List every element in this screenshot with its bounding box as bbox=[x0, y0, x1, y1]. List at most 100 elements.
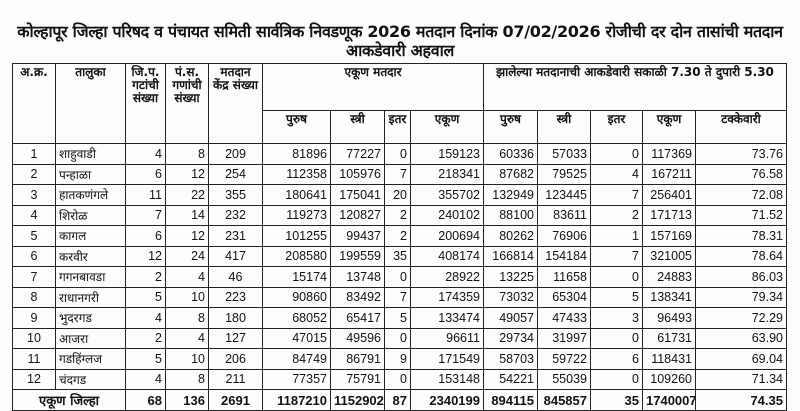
cell-total-voters: 96611 bbox=[410, 327, 484, 349]
cell-male-voters: 81896 bbox=[262, 143, 331, 165]
cell-polled-total: 117369 bbox=[642, 143, 696, 165]
cell-zp-count: 7 bbox=[125, 204, 166, 226]
cell-polled-male: 29734 bbox=[483, 327, 538, 349]
cell-polled-total: 24883 bbox=[642, 266, 696, 288]
cell-female-voters: 120827 bbox=[330, 204, 385, 226]
cell-polled-other: 6 bbox=[590, 348, 643, 370]
cell-polled-male: 87682 bbox=[483, 163, 538, 185]
cell-booth-count: 206 bbox=[208, 348, 263, 370]
cell-polled-percent: 69.04 bbox=[695, 348, 787, 370]
table-row: 6 करवीर 12 24 417 208580 199559 35 408174 166814 1… bbox=[12, 245, 787, 267]
cell-other-voters: 5 bbox=[384, 307, 411, 329]
cell-polled-male: 88100 bbox=[483, 204, 538, 226]
cell-polled-other: 1 bbox=[590, 225, 643, 247]
cell-polled-percent: 76.58 bbox=[695, 163, 787, 185]
header-zp: जि.प. गटांची संख्या bbox=[125, 63, 166, 144]
cell-female-voters: 83492 bbox=[330, 286, 385, 308]
cell-polled-male: 132949 bbox=[483, 184, 538, 206]
cell-polled-male: 49057 bbox=[483, 307, 538, 329]
header-total-voters: एकूण मतदार bbox=[262, 63, 484, 111]
cell-polled-male: 166814 bbox=[483, 245, 538, 267]
cell-zp-count: 4 bbox=[125, 307, 166, 329]
cell-total-voters: 171549 bbox=[410, 348, 484, 370]
cell-total-voters: 28922 bbox=[410, 266, 484, 288]
header-male: पुरुष bbox=[262, 110, 331, 144]
table-row: 9 भुदरगड 4 8 180 68052 65417 5 133474 49057 47433 3… bbox=[12, 307, 787, 329]
cell-ps-count: 8 bbox=[165, 368, 209, 390]
cell-polled-female: 31997 bbox=[537, 327, 591, 349]
cell-sr: 11 bbox=[12, 348, 56, 370]
total-booth-count: 2691 bbox=[208, 389, 263, 411]
cell-taluka: भुदरगड bbox=[55, 307, 126, 329]
cell-ps-count: 12 bbox=[165, 163, 209, 185]
total-polled-total: 1740007 bbox=[642, 389, 696, 411]
cell-taluka: चंदगड bbox=[55, 368, 126, 390]
cell-ps-count: 8 bbox=[165, 143, 209, 165]
cell-polled-other: 3 bbox=[590, 307, 643, 329]
cell-male-voters: 119273 bbox=[262, 204, 331, 226]
cell-booth-count: 232 bbox=[208, 204, 263, 226]
cell-polled-percent: 72.29 bbox=[695, 307, 787, 329]
table-row: 4 शिरोळ 7 14 232 119273 120827 2 240102 88100 8361… bbox=[12, 204, 787, 226]
cell-booth-count: 209 bbox=[208, 143, 263, 165]
cell-polled-total: 118431 bbox=[642, 348, 696, 370]
cell-total-voters: 133474 bbox=[410, 307, 484, 329]
report-title: कोल्हापूर जिल्हा परिषद व पंचायत समिती सा… bbox=[17, 22, 783, 60]
cell-taluka: कागल bbox=[55, 225, 126, 247]
cell-polled-female: 55039 bbox=[537, 368, 591, 390]
total-label: एकूण जिल्हा bbox=[12, 389, 126, 411]
cell-polled-total: 321005 bbox=[642, 245, 696, 267]
cell-total-voters: 218341 bbox=[410, 163, 484, 185]
cell-total-voters: 159123 bbox=[410, 143, 484, 165]
cell-polled-other: 5 bbox=[590, 286, 643, 308]
header-polled-female: स्त्री bbox=[537, 110, 591, 144]
total-polled-percent: 74.35 bbox=[695, 389, 787, 411]
cell-polled-total: 256401 bbox=[642, 184, 696, 206]
cell-other-voters: 0 bbox=[384, 368, 411, 390]
table-row: 11 गडहिंग्लज 5 10 206 84749 86791 9 171549 58703 5… bbox=[12, 348, 787, 370]
cell-ps-count: 8 bbox=[165, 307, 209, 329]
table-row: 8 राधानगरी 5 10 223 90860 83492 7 174359 73032 653… bbox=[12, 286, 787, 308]
header-ps: पं.स. गणांची संख्या bbox=[165, 63, 209, 144]
table-row: 10 आजरा 2 4 127 47015 49596 0 96611 29734 31997 0 61… bbox=[12, 327, 787, 349]
header-total: एकूण bbox=[410, 110, 484, 144]
cell-polled-female: 65304 bbox=[537, 286, 591, 308]
table-row: 12 चंदगड 4 8 211 77357 75791 0 153148 54221 55039 0… bbox=[12, 368, 787, 390]
header-polled-other: इतर bbox=[590, 110, 643, 144]
cell-taluka: गडहिंग्लज bbox=[55, 348, 126, 370]
cell-polled-female: 47433 bbox=[537, 307, 591, 329]
cell-zp-count: 5 bbox=[125, 286, 166, 308]
cell-male-voters: 15174 bbox=[262, 266, 331, 288]
header-taluka: तालुका bbox=[55, 63, 126, 144]
cell-polled-percent: 73.76 bbox=[695, 143, 787, 165]
cell-male-voters: 208580 bbox=[262, 245, 331, 267]
cell-polled-other: 7 bbox=[590, 245, 643, 267]
cell-zp-count: 2 bbox=[125, 327, 166, 349]
cell-taluka: शिरोळ bbox=[55, 204, 126, 226]
cell-female-voters: 77227 bbox=[330, 143, 385, 165]
cell-polled-percent: 72.08 bbox=[695, 184, 787, 206]
cell-taluka: आजरा bbox=[55, 327, 126, 349]
cell-taluka: करवीर bbox=[55, 245, 126, 267]
cell-female-voters: 65417 bbox=[330, 307, 385, 329]
cell-male-voters: 47015 bbox=[262, 327, 331, 349]
total-total-voters: 2340199 bbox=[410, 389, 484, 411]
cell-other-voters: 7 bbox=[384, 286, 411, 308]
table-row: 2 पन्हाळा 6 12 254 112358 105976 7 218341 87682 79… bbox=[12, 163, 787, 185]
cell-booth-count: 127 bbox=[208, 327, 263, 349]
header-percent: टक्केवारी bbox=[695, 110, 787, 144]
cell-female-voters: 199559 bbox=[330, 245, 385, 267]
header-polled-total: एकूण bbox=[642, 110, 696, 144]
cell-total-voters: 355702 bbox=[410, 184, 484, 206]
header-female: स्त्री bbox=[330, 110, 385, 144]
cell-polled-other: 4 bbox=[590, 163, 643, 185]
cell-sr: 1 bbox=[12, 143, 56, 165]
cell-polled-percent: 71.34 bbox=[695, 368, 787, 390]
cell-sr: 10 bbox=[12, 327, 56, 349]
cell-polled-total: 157169 bbox=[642, 225, 696, 247]
cell-other-voters: 2 bbox=[384, 204, 411, 226]
cell-polled-female: 59722 bbox=[537, 348, 591, 370]
cell-polled-percent: 71.52 bbox=[695, 204, 787, 226]
total-polled-female: 845857 bbox=[537, 389, 591, 411]
cell-male-voters: 84749 bbox=[262, 348, 331, 370]
